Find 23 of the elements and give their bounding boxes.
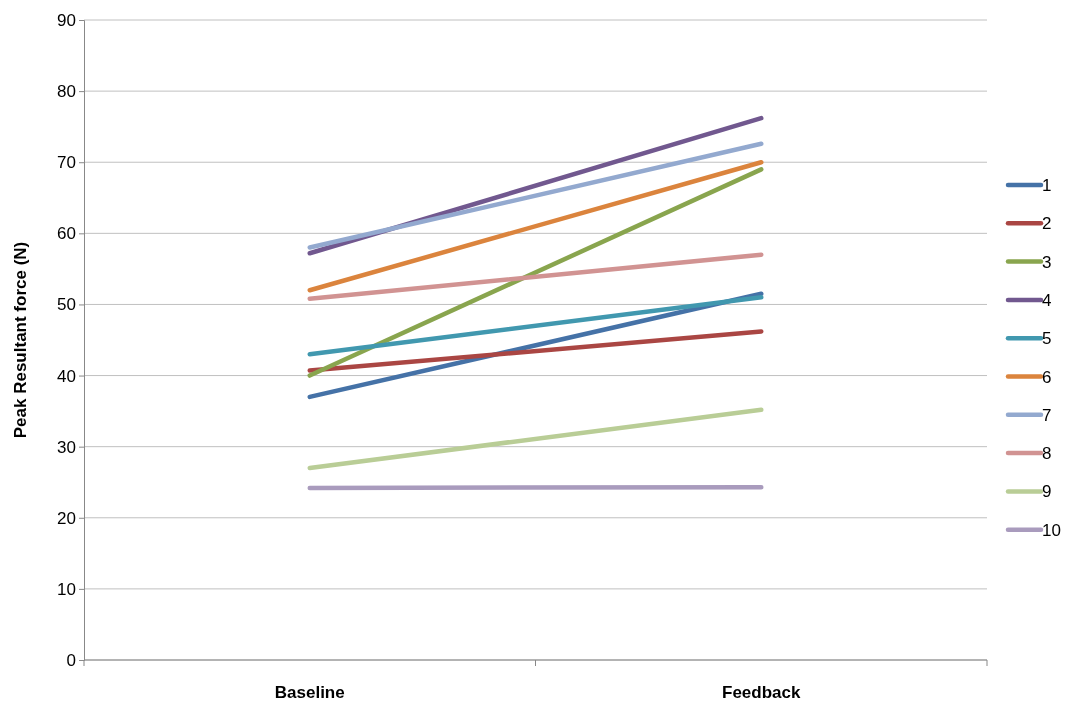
y-tick-label: 0	[66, 650, 76, 670]
y-tick-label: 20	[57, 508, 76, 528]
y-tick-label: 80	[57, 82, 76, 102]
legend-label: 4	[1042, 290, 1052, 310]
legend-label: 8	[1042, 444, 1052, 464]
y-tick-label: 70	[57, 153, 76, 173]
y-tick-label: 90	[57, 10, 76, 30]
y-axis-title: Peak Resultant force (N)	[11, 241, 30, 439]
y-tick-label: 10	[57, 579, 76, 599]
legend-label: 5	[1042, 329, 1052, 349]
y-tick-label: 30	[57, 437, 76, 457]
legend-label: 7	[1042, 405, 1052, 425]
y-tick-label: 60	[57, 224, 76, 244]
legend-label: 10	[1042, 520, 1061, 540]
legend-label: 3	[1042, 252, 1052, 272]
y-tick-label: 40	[57, 366, 76, 386]
legend-label: 9	[1042, 482, 1052, 502]
y-tick-label: 50	[57, 295, 76, 315]
legend-label: 2	[1042, 214, 1052, 234]
x-tick-label: Baseline	[274, 683, 345, 702]
legend-label: 6	[1042, 367, 1052, 387]
x-tick-label: Feedback	[722, 683, 801, 702]
legend-label: 1	[1042, 176, 1052, 195]
